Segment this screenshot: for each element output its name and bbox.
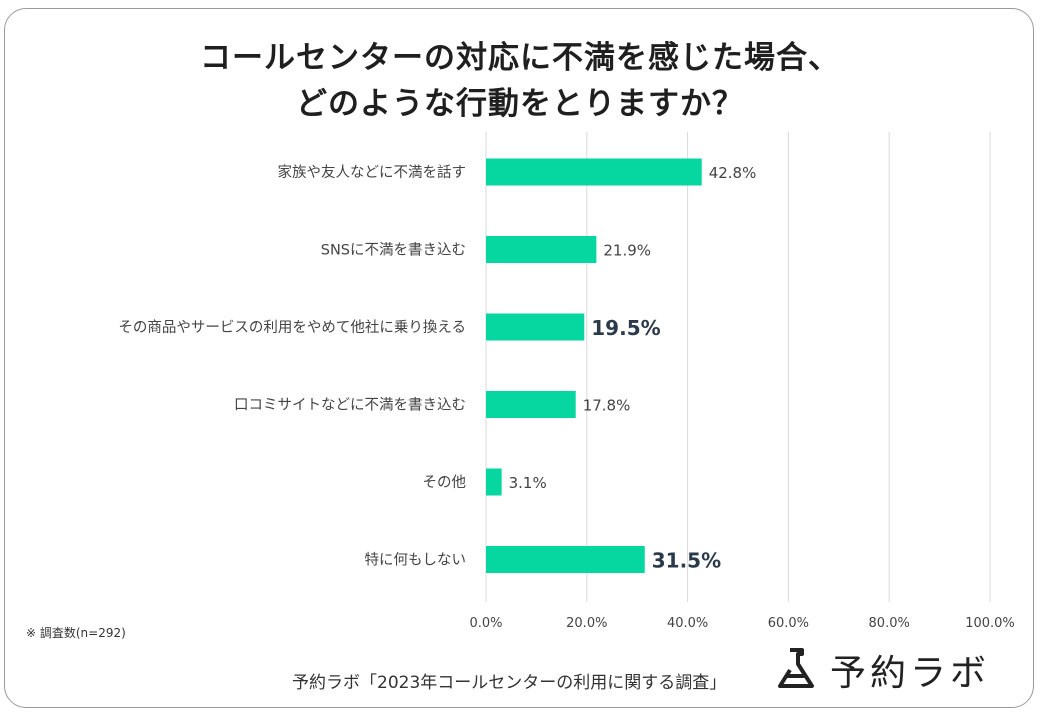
category-label: その他 [423, 474, 467, 491]
bar [486, 546, 645, 573]
bar [486, 158, 702, 186]
brand-name: 予約ラボ [830, 653, 991, 694]
bar [486, 236, 597, 263]
chart-title-line2: どのような行動をとりますか？ [296, 86, 744, 122]
category-label: 家族や友人などに不満を話す [278, 164, 467, 181]
category-label: 特に何もしない [365, 552, 467, 569]
value-label: 21.9% [603, 242, 651, 260]
value-label: 31.5% [652, 549, 721, 573]
x-tick-label: 40.0% [667, 616, 708, 631]
chart-title-line1: コールセンターの対応に不満を感じた場合、 [200, 40, 840, 76]
lab-flask-icon [778, 648, 814, 688]
x-tick-label: 20.0% [566, 616, 607, 631]
x-tick-label: 100.0% [965, 616, 1015, 631]
value-label: 17.8% [583, 397, 631, 415]
bar [486, 391, 576, 418]
bar [486, 313, 585, 341]
brand-logo: 予約ラボ [776, 644, 990, 696]
x-tick-label: 0.0% [469, 616, 502, 631]
chart-frame [4, 8, 1034, 708]
x-tick-label: 60.0% [768, 616, 809, 631]
category-label: 口コミサイトなどに不満を書き込む [234, 397, 466, 414]
category-label: SNSに不満を書き込む [321, 242, 466, 259]
x-tick-label: 80.0% [869, 616, 910, 631]
value-label: 3.1% [509, 474, 547, 492]
source-caption: 予約ラボ「2023年コールセンターの利用に関する調査」 [292, 673, 727, 693]
category-label: その商品やサービスの利用をやめて他社に乗り換える [118, 319, 466, 336]
value-label: 42.8% [709, 164, 757, 182]
value-label: 19.5% [591, 316, 660, 340]
sample-size-note: ※ 調査数(n=292) [26, 626, 126, 640]
bar [486, 468, 502, 496]
